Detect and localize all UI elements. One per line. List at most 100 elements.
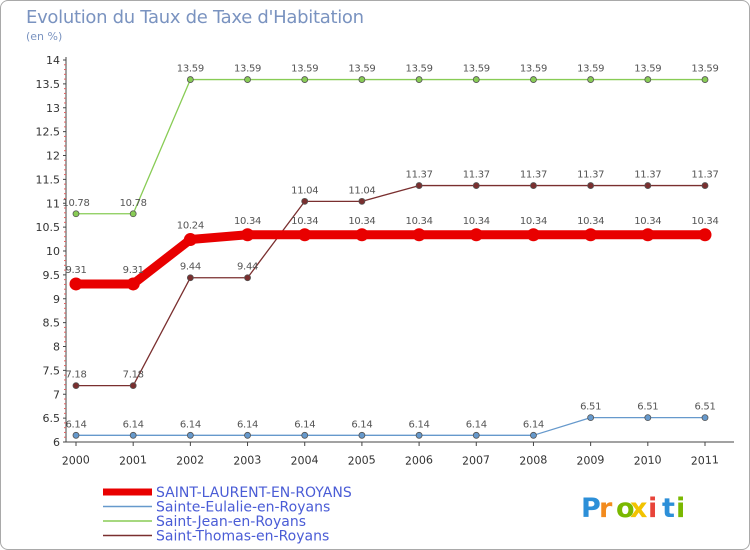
data-label: 13.59 <box>291 64 318 75</box>
data-label: 6.14 <box>466 419 487 430</box>
data-point <box>469 228 483 242</box>
data-label: 6.14 <box>180 419 201 430</box>
data-point <box>587 414 595 422</box>
data-label: 10.34 <box>463 216 490 227</box>
x-tick-label: 2005 <box>347 453 376 467</box>
data-point <box>358 431 366 439</box>
series-layer <box>69 76 712 439</box>
data-label: 6.14 <box>409 419 430 430</box>
data-label: 9.44 <box>237 262 258 273</box>
data-point <box>701 182 709 189</box>
data-point <box>587 182 595 189</box>
y-axis: 6 6.5 7 7.5 8 8.5 9 9.5 10 10.5 11 11.5 12 12.5 13 13.5… <box>36 54 66 449</box>
y-tick-label: 9.5 <box>43 269 61 282</box>
data-point <box>72 382 80 390</box>
data-point <box>701 414 709 422</box>
series-line <box>75 184 706 387</box>
data-label: 10.24 <box>177 221 204 232</box>
data-point <box>301 76 309 83</box>
data-label: 6.14 <box>123 419 144 430</box>
data-point <box>530 76 537 83</box>
data-point <box>358 197 366 205</box>
logo-letter: x <box>630 493 647 524</box>
data-label: 13.59 <box>348 64 375 75</box>
x-tick-label: 2002 <box>176 453 205 467</box>
data-label: 10.34 <box>234 216 261 227</box>
x-tick-label: 2009 <box>576 453 605 467</box>
data-label: 11.37 <box>577 170 604 181</box>
x-tick-label: 2004 <box>290 453 319 467</box>
logo-letter: t <box>662 493 675 524</box>
data-label: 13.59 <box>691 64 718 75</box>
y-tick-label: 10 <box>46 245 60 258</box>
data-point <box>472 431 480 439</box>
data-label: 6.14 <box>237 419 258 430</box>
data-label: 10.34 <box>634 216 661 227</box>
y-tick-label: 13.5 <box>36 78 61 91</box>
proxiti-logo: Pr ox i t i <box>581 493 685 524</box>
data-point <box>244 76 251 83</box>
y-tick-label: 11.5 <box>36 173 61 186</box>
logo-letter: r <box>599 493 613 524</box>
data-label: 6.51 <box>694 402 715 413</box>
data-label: 7.18 <box>123 370 144 381</box>
data-label: 11.37 <box>520 170 547 181</box>
x-tick-label: 2008 <box>519 453 548 467</box>
data-point <box>641 228 655 242</box>
y-tick-label: 8.5 <box>43 317 61 330</box>
data-point <box>472 182 480 189</box>
data-label: 13.59 <box>406 64 433 75</box>
data-label: 10.34 <box>406 216 433 227</box>
data-label: 10.34 <box>291 216 318 227</box>
series-line <box>75 416 706 436</box>
data-label: 13.59 <box>234 64 261 75</box>
data-label: 13.59 <box>577 64 604 75</box>
data-point <box>301 197 309 205</box>
data-label: 10.78 <box>120 198 147 209</box>
data-label: 11.04 <box>291 185 318 196</box>
data-point <box>72 431 80 439</box>
data-label: 11.37 <box>463 170 490 181</box>
chart-title: Evolution du Taux de Taxe d'Habitation <box>26 7 364 28</box>
data-point <box>129 382 137 390</box>
data-point <box>358 76 366 83</box>
data-point <box>644 76 652 83</box>
y-tick-label: 6.5 <box>43 412 61 425</box>
x-axis: 2000 2001 2002 2003 2004 2005 2006 2007 2008 2009… <box>61 442 719 468</box>
data-label: 9.31 <box>65 265 86 276</box>
y-tick-label: 7 <box>53 388 60 401</box>
y-tick-label: 11 <box>46 197 60 210</box>
data-point <box>186 76 194 83</box>
data-point <box>644 182 652 189</box>
data-point <box>644 414 652 422</box>
data-labels: 10.78 10.78 13.59 13.59 13.59 13.59 13.59 13.59… <box>62 64 718 431</box>
y-tick-label: 7.5 <box>43 364 61 377</box>
data-point <box>186 431 194 439</box>
y-tick-label: 14 <box>46 54 60 67</box>
x-tick-label: 2003 <box>233 453 262 467</box>
series-line <box>71 230 710 289</box>
data-label: 6.14 <box>523 419 544 430</box>
legend-entry: Sainte-Eulalie-en-Royans <box>156 500 330 516</box>
data-point <box>186 274 194 282</box>
data-point <box>584 228 598 242</box>
x-tick-label: 2001 <box>119 453 148 467</box>
data-point <box>415 431 423 439</box>
data-label: 6.51 <box>580 402 601 413</box>
x-tick-label: 2000 <box>61 453 90 467</box>
data-label: 10.34 <box>348 216 375 227</box>
logo-letter: o <box>616 493 635 524</box>
data-point <box>69 277 83 291</box>
plot-area <box>65 57 734 443</box>
data-label: 10.34 <box>577 216 604 227</box>
x-tick-label: 2011 <box>690 453 719 467</box>
data-point <box>241 228 255 242</box>
y-tick-label: 12.5 <box>36 126 61 139</box>
data-label: 10.78 <box>62 198 89 209</box>
data-point <box>415 76 423 83</box>
data-label: 9.31 <box>123 265 144 276</box>
data-label: 13.59 <box>177 64 204 75</box>
data-point <box>298 228 312 242</box>
data-point <box>701 76 709 83</box>
